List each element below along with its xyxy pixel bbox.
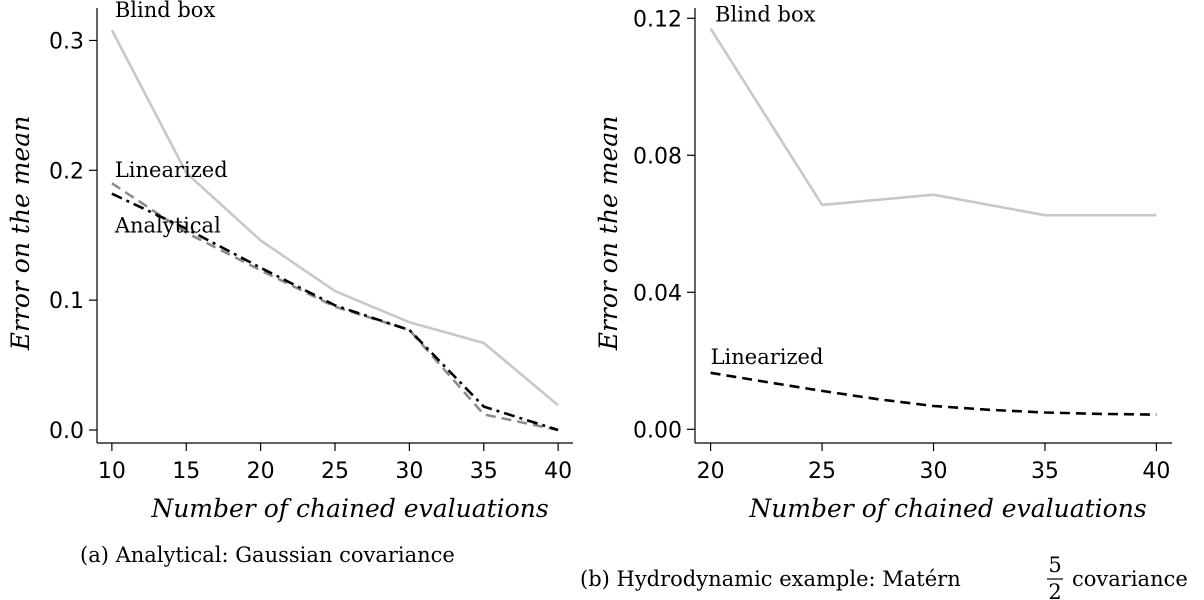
panel-a-chart: 0.0 0.1 0.2 0.3 10 15 20 25 30 35 40 Blind box Lin…: [6, 0, 573, 567]
panel-b-x-tick-label: 20: [697, 459, 725, 484]
panel-b-x-tick-label: 30: [920, 459, 948, 484]
panel-b-annotation-blind-box: Blind box: [715, 3, 816, 27]
panel-a-annotation-blind-box: Blind box: [115, 0, 216, 22]
panel-b-y-tick-label: 0.00: [633, 418, 682, 443]
panel-b-chart: 0.000.040.080.12 20 25 30 35 40 Blind boxLin…: [580, 3, 1188, 600]
panel-b-caption-prefix: (b) Hydrodynamic example: Matérn: [580, 567, 961, 591]
panel-b-annotation-linearized: Linearized: [711, 345, 824, 369]
panel-a-x-tick-label: 20: [247, 459, 275, 484]
panel-a-y-ticks: 0.0 0.1 0.2 0.3: [49, 29, 97, 444]
panel-a-series-blind-box-line: [110, 29, 559, 407]
panel-b-y-tick-label: 0.04: [633, 281, 682, 306]
panel-a-y-tick-label: 0.3: [49, 29, 84, 54]
panel-a-x-ticks: 10 15 20 25 30 35 40: [98, 443, 572, 484]
panel-b-caption-fraction-numerator: 5: [1048, 553, 1061, 577]
panel-a-annotations: Blind box Linearized Analytical: [114, 0, 228, 238]
panel-b-x-tick-label: 40: [1142, 459, 1170, 484]
panel-b-series-blind-box-line: [709, 27, 1157, 217]
panel-b-x-tick-label: 35: [1031, 459, 1059, 484]
panel-b-caption-fraction-denominator: 2: [1048, 580, 1061, 600]
panel-a-x-tick-label: 35: [470, 459, 498, 484]
panel-b-y-axis-label: Error on the mean: [594, 116, 623, 352]
panel-a-y-tick-label: 0.2: [49, 159, 84, 184]
panel-b-y-ticks: 0.00 0.04 0.08 0.12: [633, 7, 695, 443]
panel-b-series-linearized-line: [710, 371, 1157, 416]
panel-b-y-tick-label: 0.08: [633, 144, 682, 169]
panel-a-y-tick-label: 0.1: [49, 289, 84, 314]
panel-b-annotations: Blind box Linearized: [711, 3, 824, 370]
panel-b-y-tick-label: 0.12: [633, 7, 682, 32]
panel-b-x-tick-label: 25: [808, 459, 836, 484]
panel-a-x-axis-label: Number of chained evaluations: [150, 494, 548, 523]
panel-a-x-tick-label: 25: [321, 459, 349, 484]
panel-b-caption: (b) Hydrodynamic example: Matérn 5 2 cov…: [580, 553, 1188, 600]
panel-a-y-tick-label: 0.0: [49, 419, 84, 444]
panel-a-series-linearized-line: [111, 182, 559, 432]
panel-a-x-tick-label: 40: [544, 459, 572, 484]
panel-b-x-axis-label: Number of chained evaluations: [748, 494, 1146, 523]
panel-a-caption: (a) Analytical: Gaussian covariance: [80, 543, 455, 567]
panel-a-x-tick-label: 10: [98, 459, 126, 484]
panel-a-series: [110, 29, 559, 432]
panel-a-x-tick-label: 30: [395, 459, 423, 484]
panel-b-series: [709, 27, 1157, 416]
panel-b-caption-suffix: covariance: [1072, 567, 1188, 591]
panel-b-x-ticks: 20 25 30 35 40: [697, 443, 1170, 484]
panel-a-y-axis-label: Error on the mean: [6, 116, 35, 352]
panel-a-series-analytical-line: [111, 192, 559, 432]
panel-a-x-tick-label: 15: [172, 459, 200, 484]
panel-a-annotation-linearized: Linearized: [115, 158, 228, 182]
panel-a-annotation-analytical: Analytical: [114, 214, 221, 238]
